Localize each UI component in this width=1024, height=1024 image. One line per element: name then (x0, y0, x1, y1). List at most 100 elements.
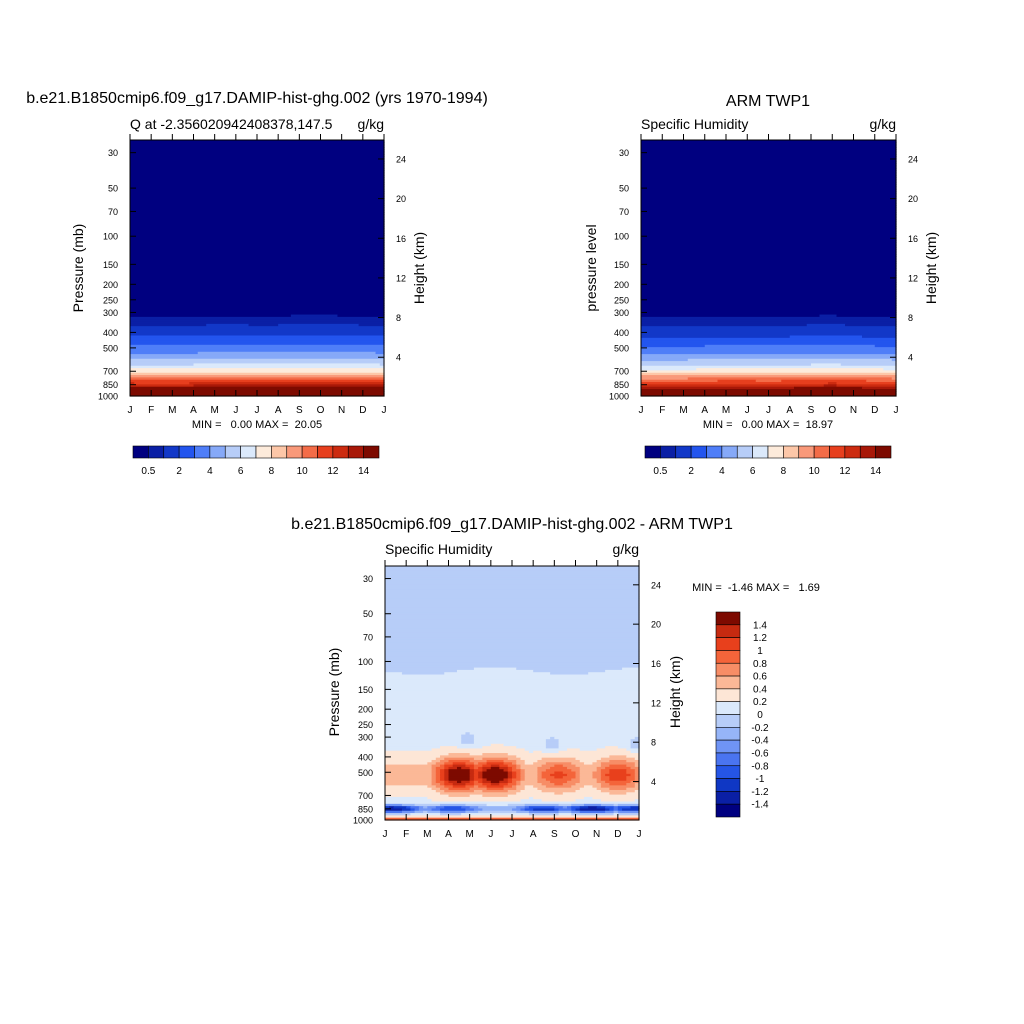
panel-diff-contour-cell (541, 764, 555, 768)
panel-diff-colorbar-label: -0.6 (751, 748, 769, 759)
panel-diff-contour-cell (469, 776, 475, 780)
panel-diff-contour-cell (431, 748, 526, 752)
panel-diff-contour-cell (448, 771, 471, 775)
panel-diff-contour-cell (401, 803, 416, 807)
panel-diff-contour-cell (550, 780, 568, 784)
panel-obs-contour-cell (641, 165, 897, 169)
panel-diff-contour-cell (465, 808, 475, 812)
panel-diff-contour-cell (600, 764, 610, 768)
panel-diff-contour-cell (507, 764, 517, 768)
panel-diff-contour-cell (440, 759, 450, 763)
panel-model-colorbar-box (255, 445, 272, 459)
panel-diff-contour-cell (503, 762, 513, 766)
panel-obs-contour-cell (836, 314, 897, 318)
panel-diff-contour-cell (423, 806, 428, 810)
panel-diff-x-tick-label: M (465, 829, 473, 840)
panel-diff-contour-cell (520, 773, 526, 777)
panel-obs-colorbar-box (721, 445, 738, 459)
panel-diff-contour-cell (465, 764, 475, 768)
panel-diff-contour-cell (385, 676, 640, 680)
panel-diff-contour-cell (444, 764, 454, 768)
panel-model-contour-cell (130, 382, 135, 385)
panel-diff-contour-cell (389, 806, 395, 810)
panel-diff-contour-cell (486, 778, 505, 782)
panel-diff-contour-cell (385, 695, 640, 699)
panel-model-contour-cell (130, 226, 385, 230)
panel-model-colorbar: 0.5 2 4 6 8 10 12 14 (132, 445, 380, 477)
panel-diff-contour-cell (469, 766, 475, 770)
panel-model-contour-cell (130, 323, 207, 327)
panel-obs-contour-cell (641, 235, 897, 239)
panel-diff-contour-cell (562, 783, 577, 786)
panel-diff-contour-cell (520, 808, 526, 812)
panel-obs-colorbar-box (690, 445, 707, 459)
panel-diff-contour-cell (385, 584, 640, 588)
panel-diff-contour-cell (545, 778, 572, 782)
panel-model-contour-cell (130, 354, 385, 358)
panel-diff-contour-cell (385, 741, 462, 745)
panel-diff-contour-cell (507, 789, 522, 793)
panel-model-contour-cell (130, 216, 385, 220)
panel-diff-contour-cell (499, 783, 509, 786)
panel-diff-contour-cell (385, 810, 403, 814)
panel-diff-contour-cell (482, 764, 492, 768)
panel-diff-contour-cell (516, 783, 522, 786)
panel-diff-contour-cell (507, 803, 526, 807)
panel-diff-contour-cell (609, 776, 627, 780)
panel-diff-contour-cell (435, 773, 441, 777)
panel-diff-contour-cell (461, 739, 475, 743)
panel-diff-contour-cell (524, 778, 538, 782)
panel-diff-contour-cell (617, 813, 640, 816)
panel-obs-contour-cell (891, 377, 897, 381)
panel-diff-contour-cell (571, 810, 581, 814)
panel-diff-contour-cell (592, 785, 602, 789)
panel-model-contour-cell (130, 142, 385, 146)
panel-model-contour-cell (130, 363, 195, 367)
panel-diff-contour-cell (385, 672, 403, 676)
panel-diff-contour-cell (448, 766, 458, 770)
panel-diff-contour-cell (461, 766, 471, 770)
panel-diff-contour-cell (473, 783, 483, 786)
panel-model-contour-cell (130, 305, 385, 309)
panel-diff-contour-cell (528, 796, 534, 800)
panel-model-contour-cell (130, 316, 385, 320)
panel-model-contour-cell (130, 219, 385, 223)
panel-diff-contour-cell (469, 771, 475, 775)
panel-diff-contour-cell (596, 748, 627, 752)
panel-obs-contour-cell (641, 326, 897, 330)
panel-diff-contour-cell (507, 780, 513, 784)
panel-model-contour-cell (130, 347, 385, 351)
panel-obs-contour-cell (641, 314, 821, 318)
panel-diff-contour-cell (427, 806, 437, 810)
panel-diff-contour-cell (600, 785, 636, 789)
panel-diff-contour-cell (630, 773, 636, 777)
panel-diff-contour-cell (609, 759, 627, 763)
panel-model-contour-cell (130, 167, 385, 171)
panel-diff-contour-cell (516, 780, 522, 784)
panel-obs-contour-cell (641, 333, 897, 337)
panel-obs-colorbar-label: 0.5 (653, 466, 667, 477)
panel-model-contour-cell (193, 384, 385, 388)
panel-diff-contour-cell (448, 776, 471, 780)
panel-diff-contour-cell (435, 766, 445, 770)
panel-diff-contour-cell (385, 635, 640, 639)
panel-diff-contour-cell (575, 771, 581, 775)
panel-diff-colorbar-label: -0.8 (751, 761, 769, 772)
panel-model-contour-cell (130, 191, 385, 195)
panel-model-contour-cell (358, 323, 385, 327)
panel-diff-contour-cell (385, 746, 441, 750)
panel-obs-contour-cell (781, 379, 867, 383)
panel-diff-contour-cell (482, 789, 509, 793)
panel-diff-contour-cell (600, 757, 636, 761)
panel-diff-contour-cell (486, 759, 505, 763)
panel-diff-contour-cell (512, 762, 517, 766)
panel-diff-contour-cell (410, 813, 441, 816)
panel-obs-contour-cell (641, 321, 897, 325)
panel-diff-contour-cell (528, 813, 560, 816)
panel-diff-contour-cell (444, 806, 462, 810)
panel-diff-contour-cell (567, 773, 577, 777)
panel-model-colorbar-box (332, 445, 349, 459)
panel-model-y-tick-label: 150 (103, 260, 118, 270)
panel-diff-contour-cell (444, 773, 450, 777)
panel-obs-contour-cell (891, 358, 897, 362)
